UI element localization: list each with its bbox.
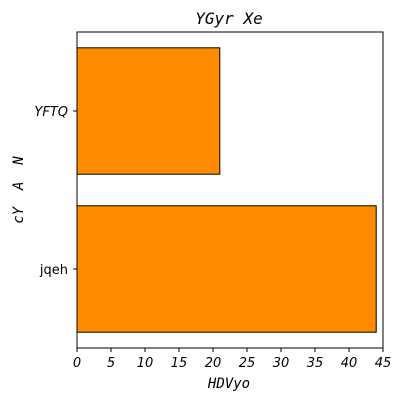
bar-jqeh (76, 205, 377, 333)
bars-group (76, 47, 377, 333)
y-tick-label: YFTQ (34, 105, 68, 120)
x-tick-label: 35 (307, 356, 324, 371)
x-tick-label: 15 (171, 356, 188, 371)
x-tick-label: 25 (239, 356, 256, 371)
x-axis-label: HDVyo (207, 376, 250, 392)
y-tick-label: jqeh (39, 263, 68, 278)
x-tick-label: 10 (137, 356, 154, 371)
y-axis-label: cY A N (11, 156, 27, 224)
y-axis-ticks: YFTQ jqeh (34, 105, 77, 278)
x-tick-label: 0 (73, 356, 81, 371)
x-tick-label: 45 (375, 356, 392, 371)
bar-YFTQ (76, 47, 221, 175)
x-tick-label: 5 (107, 356, 115, 371)
x-axis-ticks: 0 5 10 15 20 25 30 35 40 45 (73, 348, 391, 371)
chart-title: YGyr Xe (195, 9, 262, 28)
x-tick-label: 30 (273, 356, 290, 371)
x-tick-label: 20 (205, 356, 222, 371)
plot-area-frame (76, 31, 384, 349)
x-tick-label: 40 (341, 356, 358, 371)
